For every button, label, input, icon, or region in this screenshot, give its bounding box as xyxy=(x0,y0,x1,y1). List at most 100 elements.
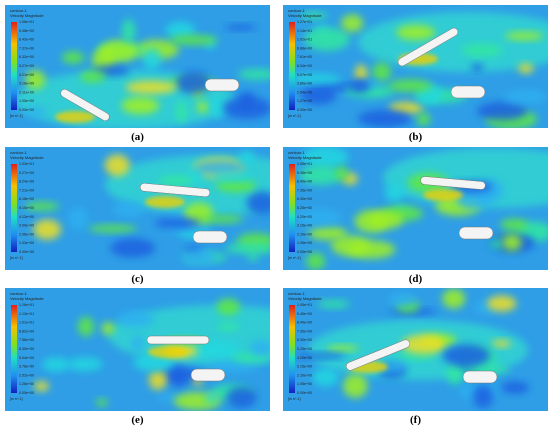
panel-label: (b) xyxy=(409,131,423,143)
flow-blob xyxy=(121,19,136,44)
flow-blob xyxy=(175,71,212,94)
flow-blob xyxy=(67,357,103,372)
flow-blob xyxy=(500,218,528,231)
colorbar-tick-label: 8.40e+00 xyxy=(297,180,312,184)
flow-blob xyxy=(446,362,464,385)
flow-blob xyxy=(33,219,62,240)
flow-blob xyxy=(372,62,392,82)
colorbar-tick-label: 8.43e+00 xyxy=(19,38,34,42)
body-oval xyxy=(204,78,240,92)
flow-blob xyxy=(125,80,177,94)
body-oval xyxy=(192,230,228,244)
colorbar-tick-label: 1.05e+01 xyxy=(297,303,312,307)
legend-title: contour-1 xyxy=(10,291,28,296)
flow-blob xyxy=(34,381,49,392)
flow-blob xyxy=(299,165,343,185)
legend-variable: Velocity Magnitude xyxy=(288,13,322,18)
flow-blob xyxy=(343,374,368,398)
legend-title: contour-1 xyxy=(288,8,306,13)
flow-blob xyxy=(518,63,534,74)
plate xyxy=(420,176,486,190)
flow-blob xyxy=(24,202,60,211)
flow-blob xyxy=(142,48,162,71)
colorbar-tick-label: 3.16e+00 xyxy=(19,82,34,86)
flow-blob xyxy=(168,34,218,46)
legend-variable: Velocity Magnitude xyxy=(288,155,322,160)
flow-blob xyxy=(101,322,115,335)
colorbar-tick-label: 8.40e+00 xyxy=(297,321,312,325)
body-oval xyxy=(462,370,498,384)
colorbar-tick-label: 3.15e+00 xyxy=(297,365,312,369)
legend-variable: Velocity Magnitude xyxy=(10,296,44,301)
body-oval xyxy=(458,226,494,240)
colorbar-tick-label: 0.00e+00 xyxy=(297,250,312,254)
flow-blob xyxy=(388,292,417,307)
flow-blob xyxy=(225,242,270,254)
flow-blob xyxy=(61,51,85,64)
colorbar-tick-label: 1.05e+01 xyxy=(297,162,312,166)
flow-blob xyxy=(335,165,349,181)
colorbar-tick-label: 1.26e+01 xyxy=(19,303,34,307)
colorbar xyxy=(289,305,295,393)
flow-blob xyxy=(442,288,466,309)
contour xyxy=(5,288,270,411)
contour xyxy=(5,147,270,270)
colorbar-tick-label: 2.10e+00 xyxy=(297,373,312,377)
flow-blob xyxy=(148,369,168,390)
flow-blob xyxy=(472,384,494,408)
flow-blob xyxy=(154,217,201,229)
plate xyxy=(139,183,211,197)
colorbar-tick-label: 1.05e+00 xyxy=(19,99,34,103)
flow-blob xyxy=(388,79,433,93)
flow-blob xyxy=(368,211,404,229)
flow-blob xyxy=(312,367,339,387)
colorbar-tick-label: 0.00e+00 xyxy=(19,391,34,395)
colorbar-tick-label: 1.27e+01 xyxy=(297,20,312,24)
flow-blob xyxy=(349,78,370,93)
plate xyxy=(146,335,210,345)
flow-blob xyxy=(88,224,138,233)
jet xyxy=(145,196,185,208)
flow-blob xyxy=(295,352,347,360)
flow-blob xyxy=(308,226,348,241)
colorbar-tick-label: 9.45e+00 xyxy=(297,312,312,316)
legend-title: contour-1 xyxy=(288,150,306,155)
flow-blob xyxy=(341,14,364,33)
flow-blob xyxy=(80,70,106,83)
flow-blob xyxy=(300,85,338,105)
flow-blob xyxy=(224,24,257,31)
legend-variable: Velocity Magnitude xyxy=(10,155,44,160)
flow-blob xyxy=(211,172,254,182)
legend-unit: [m s^-1] xyxy=(10,114,23,118)
colorbar-tick-label: 7.35e+00 xyxy=(297,329,312,333)
flow-blob xyxy=(77,316,95,337)
colorbar-tick-label: 0.00e+00 xyxy=(19,108,34,112)
flow-blob xyxy=(215,178,257,193)
flow-blob xyxy=(173,366,184,388)
flow-blob xyxy=(289,73,341,84)
flow-blob xyxy=(222,96,270,119)
flow-blob xyxy=(133,353,174,372)
panel-label: (c) xyxy=(131,273,144,285)
flow-blob xyxy=(99,39,139,63)
colorbar-tick-label: 9.48e+00 xyxy=(19,29,34,33)
flow-blob xyxy=(182,248,217,266)
legend-unit: [m s^-1] xyxy=(288,397,301,401)
panel-label: (e) xyxy=(131,414,144,426)
colorbar-tick-label: 1.14e+01 xyxy=(297,29,312,33)
flow-blob xyxy=(191,340,240,359)
flow-blob xyxy=(385,184,404,202)
colorbar-tick-label: 6.30e+00 xyxy=(19,347,34,351)
colorbar-tick-label: 1.03e+00 xyxy=(19,241,34,245)
flow-blob xyxy=(96,398,108,407)
flow-blob xyxy=(165,21,196,39)
flow-blob xyxy=(205,393,219,403)
legend-unit: [m s^-1] xyxy=(10,256,23,260)
panel-label: (f) xyxy=(410,414,421,426)
colorbar-tick-label: 6.30e+00 xyxy=(297,338,312,342)
flow-blob xyxy=(505,31,544,41)
colorbar-tick-label: 8.82e+00 xyxy=(19,329,34,333)
